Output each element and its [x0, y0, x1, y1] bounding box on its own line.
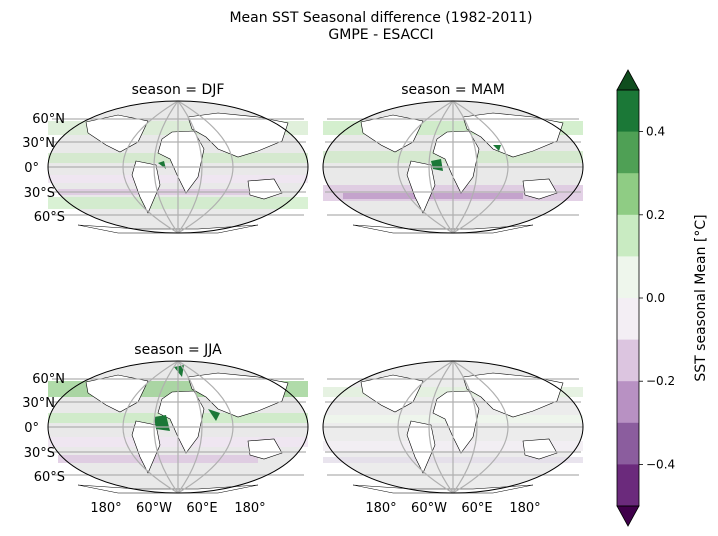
lon-label: 60°W [136, 501, 172, 516]
map-panel-djf: season = DJF [22, 82, 309, 234]
colorbar-tick-label: 0.0 [646, 291, 665, 305]
lat-label: 0° [24, 421, 39, 436]
lon-labels: 180° 60°W 60°E 180° [90, 501, 265, 516]
map-body [322, 360, 584, 494]
lon-label: 180° [234, 501, 265, 516]
map-body [47, 360, 309, 494]
lon-label: 180° [90, 501, 121, 516]
figure-title: Mean SST Seasonal difference (1982-2011) [229, 10, 532, 26]
colorbar-segment [617, 339, 639, 382]
lat-label: 0° [24, 161, 39, 176]
lat-labels: 60°N 30°N 0° 30°S 60°S [22, 372, 65, 485]
colorbar-label: SST seasonal Mean [°C] [693, 214, 709, 381]
colorbar-segment [617, 298, 639, 341]
map-body [47, 100, 309, 234]
map-panel-mam: season = MAM [322, 82, 584, 234]
colorbar-tick-label: 0.4 [646, 125, 665, 139]
panel-title: season = JJA [134, 342, 222, 358]
map-panel-jja: season = JJA [22, 342, 309, 516]
lat-labels: 60°N 30°N 0° 30°S 60°S [22, 112, 65, 225]
colorbar-segment [617, 381, 639, 424]
colorbar-tick-label: −0.4 [646, 457, 675, 471]
colorbar-tick-label: 0.2 [646, 208, 665, 222]
lon-label: 180° [509, 501, 540, 516]
lat-label: 60°S [34, 470, 65, 485]
colorbar-segment [617, 90, 639, 133]
colorbar-segment [617, 464, 639, 507]
colorbar: 0.4 0.2 0.0 −0.2 −0.4 SST seasonal Mean … [616, 69, 709, 527]
colorbar-segment [617, 256, 639, 299]
figure-subtitle: GMPE - ESACCI [328, 27, 433, 43]
colorbar-segment [617, 173, 639, 216]
lat-label: 30°S [24, 186, 55, 201]
lat-label: 60°N [32, 372, 65, 387]
lat-label: 60°S [34, 210, 65, 225]
colorbar-tick-label: −0.2 [646, 374, 675, 388]
lon-label: 60°E [186, 501, 217, 516]
lon-label: 60°E [461, 501, 492, 516]
lat-label: 30°N [22, 136, 55, 151]
colorbar-segments [617, 90, 639, 507]
lon-label: 180° [365, 501, 396, 516]
map-body [322, 100, 584, 234]
lat-label: 30°N [22, 396, 55, 411]
panel-title: season = DJF [132, 82, 225, 98]
colorbar-over-arrow [616, 69, 640, 91]
colorbar-under-arrow [616, 505, 640, 527]
lat-label: 60°N [32, 112, 65, 127]
colorbar-segment [617, 131, 639, 174]
colorbar-segment [617, 214, 639, 257]
lat-label: 30°S [24, 446, 55, 461]
colorbar-segment [617, 422, 639, 465]
panel-title: season = MAM [401, 82, 505, 98]
lon-labels: 180° 60°W 60°E 180° [365, 501, 540, 516]
colorbar-ticks: 0.4 0.2 0.0 −0.2 −0.4 [639, 125, 675, 471]
map-panel-son: 180° 60°W 60°E 180° [322, 360, 584, 516]
lon-label: 60°W [411, 501, 447, 516]
